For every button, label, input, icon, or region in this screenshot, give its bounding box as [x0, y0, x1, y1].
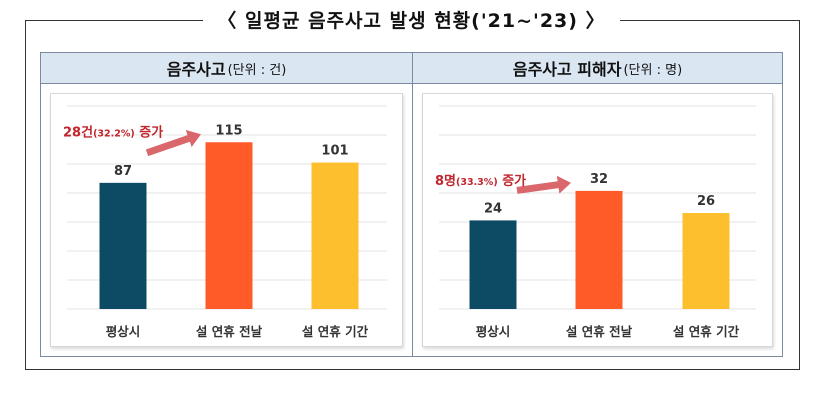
annotation-suffix: 증가 [135, 125, 163, 140]
panel-victims: 음주사고 피해자 (단위 : 명) 24 평상시 32 설 연휴 전날 26 설 연휴 기… [413, 53, 782, 356]
increase-annotation: 28건(32.2%) 증가 [63, 124, 163, 140]
panel-header-victims: 음주사고 피해자 (단위 : 명) [413, 53, 782, 84]
data-label: 24 [484, 201, 502, 216]
panel-accidents: 음주사고 (단위 : 건) 87 평상시 115 설 연휴 전날 101 설 연휴 기간 2… [41, 53, 413, 356]
increase-annotation: 8명(33.3%) 증가 [435, 173, 526, 189]
chart-svg: 87 평상시 115 설 연휴 전날 101 설 연휴 기간 28건(32.2%) 증가 [63, 105, 387, 339]
increase-arrow [145, 129, 201, 157]
annotation-amount: 28건 [63, 124, 93, 140]
bar [469, 220, 517, 309]
category-label: 설 연휴 전날 [196, 324, 263, 339]
chart-victims: 24 평상시 32 설 연휴 전날 26 설 연휴 기간 8명(33.3%) 증가 [422, 93, 773, 347]
panel-header-accidents: 음주사고 (단위 : 건) [41, 53, 412, 84]
data-label: 32 [590, 172, 608, 187]
bar [682, 213, 730, 309]
chart-accidents: 87 평상시 115 설 연휴 전날 101 설 연휴 기간 28건(32.2%) 증가 [50, 93, 403, 347]
data-label: 26 [697, 194, 715, 209]
panel-unit-victims: (단위 : 명) [623, 62, 683, 78]
bar [205, 142, 253, 309]
title-bar: 〈 일평균 음주사고 발생 현황('21~'23) 〉 [0, 6, 823, 36]
category-label: 설 연휴 전날 [566, 324, 633, 339]
category-label: 평상시 [106, 324, 141, 339]
annotation-percent: (33.3%) [456, 177, 498, 188]
data-label: 87 [114, 164, 132, 179]
category-label: 설 연휴 기간 [673, 324, 740, 339]
annotation-amount: 8명 [435, 173, 456, 189]
page-title: 〈 일평균 음주사고 발생 현황('21~'23) 〉 [203, 6, 620, 36]
bar [311, 162, 359, 309]
panels-container: 음주사고 (단위 : 건) 87 평상시 115 설 연휴 전날 101 설 연휴 기간 2… [40, 52, 783, 357]
panel-unit-accidents: (단위 : 건) [227, 62, 287, 78]
category-label: 평상시 [476, 324, 511, 339]
data-label: 115 [215, 123, 242, 138]
annotation-percent: (32.2%) [93, 128, 135, 139]
increase-arrow [516, 175, 571, 194]
data-label: 101 [321, 144, 348, 159]
category-label: 설 연휴 기간 [302, 324, 369, 339]
panel-title-accidents: 음주사고 [166, 60, 226, 79]
panel-title-victims: 음주사고 피해자 [512, 60, 622, 79]
bar [99, 182, 147, 309]
annotation-suffix: 증가 [498, 174, 526, 189]
chart-svg: 24 평상시 32 설 연휴 전날 26 설 연휴 기간 8명(33.3%) 증가 [435, 105, 756, 339]
bar [575, 190, 623, 309]
